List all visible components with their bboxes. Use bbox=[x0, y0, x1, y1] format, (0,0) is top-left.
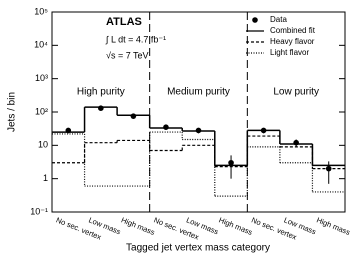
legend-label: Combined fit bbox=[270, 26, 316, 35]
region-label: Medium purity bbox=[167, 87, 230, 98]
y-tick-label: 1 bbox=[43, 173, 48, 183]
x-tick-label: High mass bbox=[218, 215, 254, 237]
y-tick-label: 10² bbox=[35, 106, 48, 116]
legend-label: Light flavor bbox=[270, 48, 309, 57]
y-axis-label: Jets / bin bbox=[7, 92, 18, 132]
data-point bbox=[228, 159, 234, 166]
y-tick-label: 10 bbox=[38, 140, 48, 150]
x-axis-label: Tagged jet vertex mass category bbox=[126, 243, 270, 254]
annotation: √s = 7 TeV bbox=[106, 50, 149, 60]
x-tick-label: High mass bbox=[315, 215, 351, 237]
data-point bbox=[163, 124, 169, 130]
y-tick-label: 10⁻¹ bbox=[30, 206, 48, 216]
region-label: Low purity bbox=[273, 87, 319, 98]
legend-label: Heavy flavor bbox=[270, 37, 315, 46]
legend-marker bbox=[252, 17, 258, 23]
x-tick-label: High mass bbox=[120, 215, 156, 237]
annotation: ∫ L dt = 4.7 fb⁻¹ bbox=[105, 34, 166, 44]
annotation: ATLAS bbox=[106, 16, 142, 28]
y-tick-label: 10⁴ bbox=[34, 40, 48, 50]
data-point bbox=[130, 113, 137, 119]
region-label: High purity bbox=[77, 87, 125, 98]
data-point bbox=[98, 105, 104, 112]
legend-label: Data bbox=[270, 15, 287, 24]
y-tick-label: 10³ bbox=[35, 73, 48, 83]
y-tick-label: 10⁵ bbox=[34, 6, 48, 16]
